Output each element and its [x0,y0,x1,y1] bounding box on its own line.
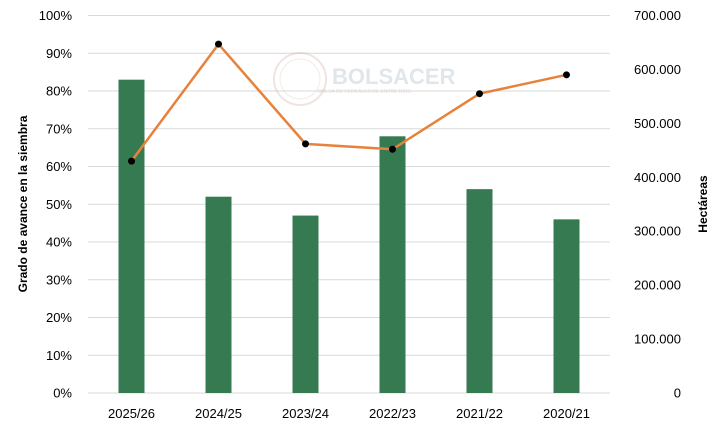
hectareas-line [130,42,567,162]
right-axis-label: Hectáreas [696,175,710,233]
left-tick-label: 70% [46,121,72,136]
x-tick-label: 2020/21 [543,406,590,421]
watermark-title: BOLSACER [332,64,456,89]
x-tick-label: 2022/23 [369,406,416,421]
left-tick-label: 0% [53,386,72,401]
left-tick-label: 40% [46,235,72,250]
x-tick-label: 2023/24 [282,406,329,421]
left-tick-label: 10% [46,348,72,363]
bar-2025/26 [118,79,145,394]
bar-2020/21 [553,219,580,393]
right-tick-label: 600.000 [634,62,681,77]
gridlines [88,15,610,394]
bar-2024/25 [205,196,232,393]
bar-2022/23 [379,136,406,394]
right-tick-label: 700.000 [634,8,681,23]
x-tick-label: 2021/22 [456,406,503,421]
line-point-2020/21 [563,71,570,79]
line-point-2024/25 [215,40,222,48]
left-tick-label: 60% [46,159,72,174]
right-tick-label: 100.000 [634,332,681,347]
line-series [128,40,570,165]
right-tick-label: 500.000 [634,116,681,131]
line-point-2022/23 [389,145,396,153]
watermark-subtitle: BOLSA DE CEREALES DE ENTRE RÍOS [318,88,412,95]
right-tick-label: 0 [674,386,681,401]
left-tick-label: 20% [46,310,72,325]
right-axis-ticks: 0 100.000 200.000 300.000 400.000 500.000 600.… [634,8,681,401]
left-tick-label: 30% [46,272,72,287]
right-tick-label: 200.000 [634,278,681,293]
line-point-2023/24 [302,140,309,148]
left-axis-label: Grado de avance en la siembra [16,115,30,292]
line-point-2025/26 [128,157,135,165]
left-tick-label: 100% [39,8,73,23]
bar-2023/24 [292,215,319,393]
left-axis-ticks: 0% 10% 20% 30% 40% 50% 60% 70% 80% 90% 100% [39,8,73,401]
right-tick-label: 400.000 [634,170,681,185]
left-tick-label: 50% [46,197,72,212]
x-axis-ticks: 2025/26 2024/25 2023/24 2022/23 2021/22 2020/… [108,406,590,421]
right-tick-label: 300.000 [634,224,681,239]
bar-2021/22 [466,189,493,393]
bar-series [118,79,580,394]
x-tick-label: 2025/26 [108,406,155,421]
line-point-2021/22 [476,90,483,98]
x-tick-label: 2024/25 [195,406,242,421]
watermark-logo: BOLSACER BOLSA DE CEREALES DE ENTRE RÍOS [273,52,456,106]
left-tick-label: 80% [46,84,72,99]
left-tick-label: 90% [46,46,72,61]
